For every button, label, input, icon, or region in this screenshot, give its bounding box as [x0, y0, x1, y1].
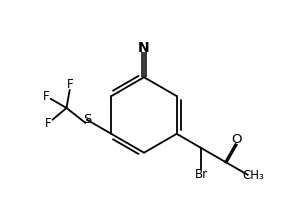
Text: S: S	[83, 113, 91, 126]
Text: CH₃: CH₃	[243, 169, 265, 182]
Text: Br: Br	[194, 168, 208, 181]
Text: F: F	[67, 78, 74, 91]
Text: F: F	[43, 90, 49, 103]
Text: F: F	[45, 117, 52, 130]
Text: N: N	[138, 41, 150, 55]
Text: O: O	[231, 133, 242, 146]
